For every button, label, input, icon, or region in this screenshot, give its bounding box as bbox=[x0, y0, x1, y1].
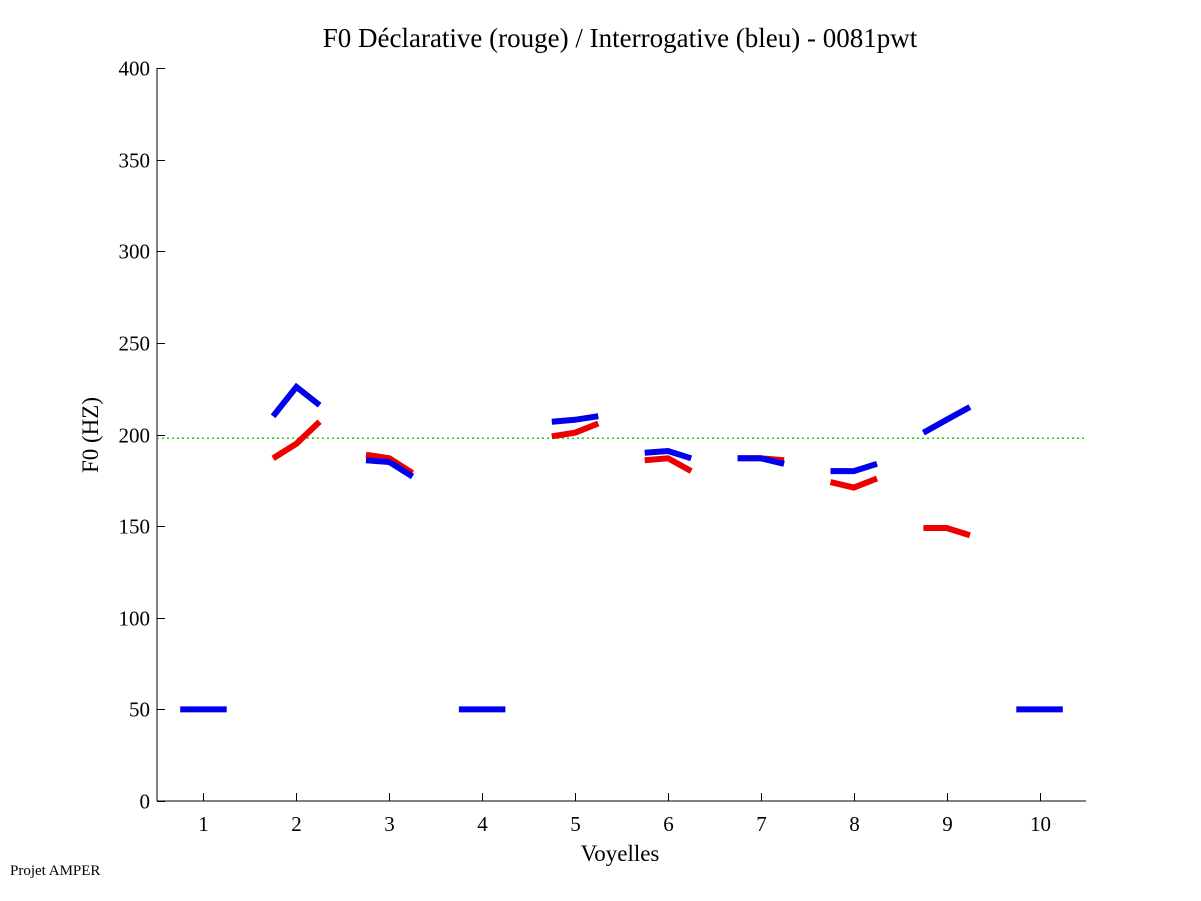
red-segment-vowel-9 bbox=[923, 525, 971, 539]
series-group bbox=[180, 382, 1063, 713]
x-tick-label: 4 bbox=[477, 812, 488, 836]
x-tick-label: 5 bbox=[570, 812, 581, 836]
blue-segment-vowel-7 bbox=[737, 455, 785, 467]
y-tick-label: 350 bbox=[119, 149, 151, 173]
x-tick-label: 6 bbox=[663, 812, 674, 836]
y-tick-label: 200 bbox=[119, 424, 151, 448]
blue-segment-vowel-5 bbox=[551, 413, 599, 425]
red-segment-vowel-5 bbox=[551, 420, 600, 440]
y-tick-label: 150 bbox=[119, 515, 151, 539]
red-segment-vowel-3 bbox=[365, 451, 415, 476]
footer-text: Projet AMPER bbox=[10, 863, 101, 879]
y-axis-label: F0 (HZ) bbox=[78, 397, 103, 473]
y-tick-label: 250 bbox=[119, 332, 151, 356]
red-segment-vowel-6 bbox=[644, 455, 693, 474]
x-tick-label: 3 bbox=[384, 812, 395, 836]
x-tick-label: 7 bbox=[756, 812, 767, 836]
y-tick-label: 0 bbox=[140, 790, 151, 814]
x-tick-label: 1 bbox=[198, 812, 209, 836]
blue-segment-vowel-2 bbox=[270, 382, 322, 419]
series-interrogative bbox=[180, 382, 1063, 713]
red-segment-vowel-8 bbox=[829, 475, 879, 491]
x-tick-label: 9 bbox=[942, 812, 953, 836]
y-tick-label: 400 bbox=[119, 57, 151, 81]
x-tick-label: 10 bbox=[1030, 812, 1051, 836]
series-declarative bbox=[271, 419, 971, 539]
axes: 0 50 100 150 200 250 300 350 400 1 2 3 4 5 6 7 8 9 10 bbox=[119, 57, 1086, 836]
x-tick-label: 8 bbox=[849, 812, 860, 836]
blue-segment-vowel-8 bbox=[830, 460, 878, 475]
blue-segment-vowel-9 bbox=[921, 404, 972, 436]
y-tick-label: 300 bbox=[119, 240, 151, 264]
x-axis-label: Voyelles bbox=[581, 841, 660, 866]
chart-title: F0 Déclarative (rouge) / Interrogative (… bbox=[323, 23, 918, 53]
blue-segment-vowel-3 bbox=[365, 457, 415, 480]
y-tick-label: 100 bbox=[119, 607, 151, 631]
red-segment-vowel-2 bbox=[271, 419, 322, 461]
blue-segment-vowel-6 bbox=[644, 447, 693, 462]
y-tick-label: 50 bbox=[129, 698, 150, 722]
x-tick-label: 2 bbox=[291, 812, 302, 836]
